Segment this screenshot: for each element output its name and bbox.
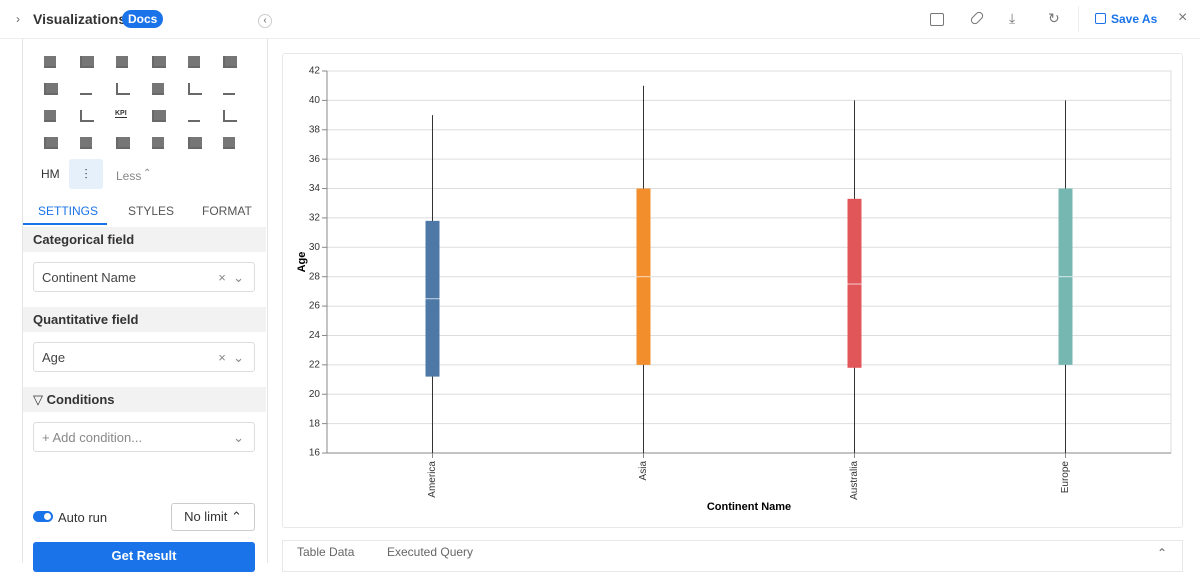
sidebar (22, 38, 268, 563)
expand-button[interactable]: › (16, 12, 20, 26)
chart-type-icon[interactable] (80, 83, 92, 95)
quantitative-select[interactable]: Age × ⌄ (33, 342, 255, 372)
top-bar (0, 0, 1200, 39)
auto-run-label: Auto run (58, 510, 108, 525)
chart-type-icon[interactable] (188, 137, 202, 149)
refresh-icon[interactable]: ↻ (1048, 10, 1060, 26)
limit-select[interactable]: No limit ⌃ (171, 503, 255, 531)
boxplot-option[interactable]: ⫶ (69, 159, 103, 189)
value: Continent Name (42, 270, 136, 285)
chart-panel (282, 53, 1183, 528)
x-axis-title: Continent Name (707, 501, 791, 513)
chart-type-icon[interactable] (223, 83, 235, 95)
save-as[interactable]: Save As (1111, 12, 1158, 26)
executed-query-tab[interactable]: Executed Query (387, 545, 474, 559)
auto-run-toggle[interactable] (33, 511, 53, 522)
label: Quantitative field (33, 312, 139, 327)
y-tick-label: 20 (309, 389, 321, 400)
y-tick-label: 22 (309, 359, 321, 370)
section-label: Quantitative field (23, 307, 266, 332)
less-caret: ⌃ (143, 168, 152, 179)
y-tick-label: 18 (309, 418, 321, 429)
chart-type-icon[interactable] (152, 110, 166, 122)
divider (1078, 6, 1079, 32)
chart-type-icon[interactable] (152, 83, 164, 95)
comment-icon[interactable] (930, 13, 944, 26)
chart-type-icon[interactable] (44, 137, 58, 149)
kpi-icon[interactable]: KPI (115, 110, 127, 118)
label: Categorical field (33, 232, 135, 247)
tab-underline (23, 223, 107, 225)
condition-input[interactable]: + Add condition... ⌄ (33, 422, 255, 452)
y-tick-label: 42 (309, 66, 321, 77)
hm-option[interactable]: HM (41, 167, 60, 181)
format-tab[interactable]: FORMAT (202, 204, 252, 218)
chart-type-icon[interactable] (116, 56, 128, 68)
categorical-select[interactable]: Continent Name × ⌄ (33, 262, 255, 292)
chart-type-icon[interactable] (152, 56, 166, 68)
table-data-tab[interactable]: Table Data (297, 545, 355, 559)
y-tick-label: 40 (309, 95, 321, 106)
x-tick-label: Asia (638, 461, 649, 481)
chart-type-icon[interactable] (223, 137, 235, 149)
section-label: Categorical field (23, 227, 266, 252)
chart-type-icon[interactable] (223, 56, 237, 68)
collapse-button[interactable]: ‹ (258, 14, 272, 28)
label: Conditions (46, 392, 115, 407)
save-icon[interactable] (1095, 13, 1106, 24)
settings-tab[interactable]: SETTINGS (38, 204, 99, 218)
value: Age (42, 350, 66, 365)
less-toggle[interactable]: Less (116, 169, 142, 183)
y-tick-label: 26 (309, 301, 321, 312)
section-label: ▽ Conditions (23, 387, 266, 412)
docs-badge[interactable]: Docs (122, 10, 164, 28)
y-tick-label: 24 (309, 330, 321, 341)
chart-type-icon[interactable] (80, 137, 92, 149)
styles-tab[interactable]: STYLES (128, 204, 175, 218)
chart-type-icon[interactable] (44, 110, 56, 122)
chart-type-icon[interactable] (152, 137, 164, 149)
x-tick-label: Europe (1060, 461, 1071, 494)
y-tick-label: 16 (309, 448, 321, 459)
close-icon[interactable]: × (1178, 9, 1188, 26)
chart-type-icon[interactable] (44, 56, 56, 68)
y-tick-label: 38 (309, 124, 321, 135)
chart-type-icon[interactable] (188, 110, 200, 122)
chart-type-icon[interactable] (223, 110, 237, 122)
y-tick-label: 30 (309, 242, 321, 253)
x-tick-label: America (427, 461, 438, 498)
box (847, 198, 862, 368)
chart-type-icon[interactable] (116, 83, 130, 95)
title: Visualizations (33, 11, 127, 27)
limit: No limit (184, 509, 228, 524)
y-tick-label: 36 (309, 154, 321, 165)
expand-panel[interactable]: ⌃ (1157, 546, 1168, 560)
y-axis-title: Age (296, 252, 308, 273)
plot-frame (326, 70, 1172, 454)
chart-type-icon[interactable] (80, 110, 94, 122)
chart-type-icon[interactable] (80, 56, 94, 68)
x-tick-label: Australia (849, 461, 860, 500)
chart-type-icon[interactable] (188, 56, 200, 68)
y-tick-label: 28 (309, 271, 321, 282)
y-tick-label: 32 (309, 213, 321, 224)
y-tick-label: 34 (309, 183, 321, 194)
placeholder: + Add condition... (42, 430, 143, 445)
download-icon[interactable]: ⤓ (1009, 10, 1016, 26)
chart-type-icon[interactable] (188, 83, 202, 95)
chart-type-icon[interactable] (116, 137, 130, 149)
chart-type-icon[interactable] (44, 83, 58, 95)
